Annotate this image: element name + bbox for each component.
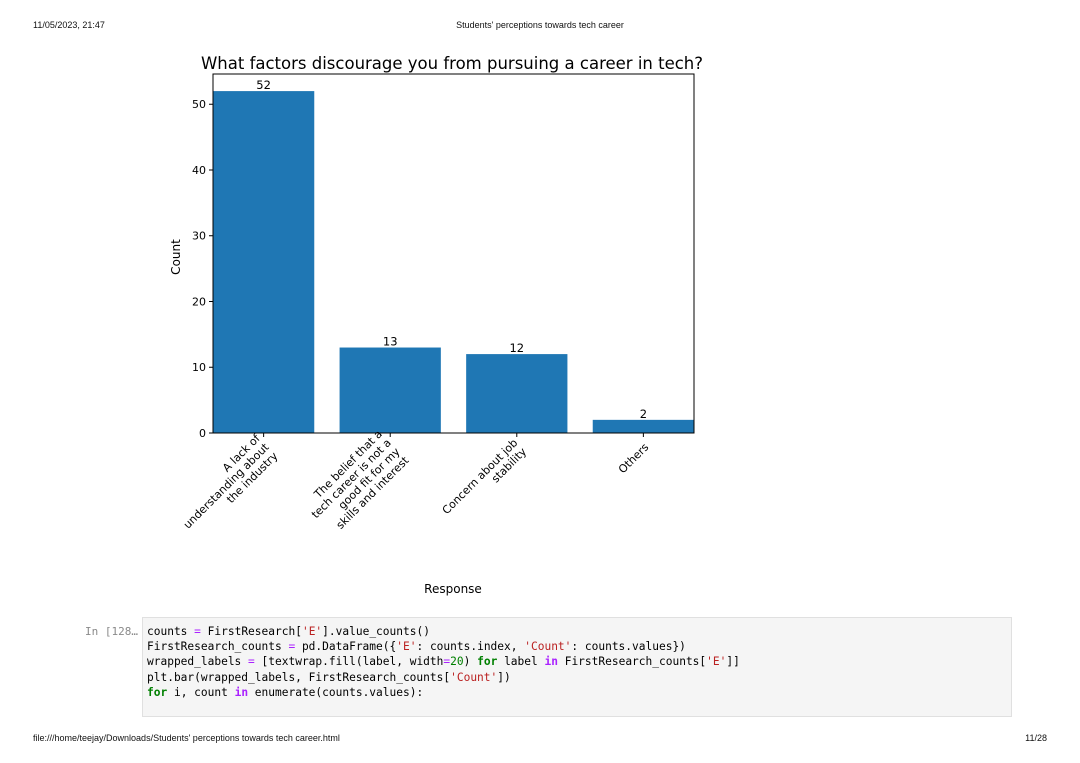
bar — [339, 347, 441, 433]
code-token: label — [497, 655, 545, 669]
code-line: counts = FirstResearch['E'].value_counts… — [147, 624, 1007, 639]
bar-data-label: 52 — [256, 78, 271, 92]
code-token: pd.DataFrame({ — [295, 640, 397, 654]
code-token: = — [248, 655, 255, 669]
footer-page: 11/28 — [1025, 733, 1047, 743]
bar — [466, 354, 568, 433]
code-token: = — [194, 625, 201, 638]
code-token: = — [288, 640, 296, 654]
x-tick-label-line: Concern about job — [440, 436, 521, 517]
y-tick-label: 0 — [199, 427, 206, 440]
code-token: in — [544, 655, 558, 669]
x-tick-label: Others — [616, 441, 652, 477]
y-tick-label: 50 — [192, 98, 206, 111]
code-token: enumerate(counts.values): — [248, 685, 424, 699]
code-line: plt.bar(wrapped_labels, FirstResearch_co… — [147, 670, 1007, 685]
code-token: ) — [463, 655, 478, 669]
y-axis-label: Count — [169, 239, 183, 275]
code-token: = — [443, 655, 451, 669]
code-token: FirstResearch_counts[ — [557, 655, 707, 669]
x-axis-label: Response — [424, 582, 482, 596]
header-doc-title: Students' perceptions towards tech caree… — [456, 20, 624, 30]
code-token: : counts.index, — [416, 640, 525, 654]
y-tick-label: 40 — [192, 164, 206, 177]
code-token: ]) — [497, 670, 511, 684]
code-token: ].value_counts() — [322, 625, 430, 638]
code-token: 'Count' — [450, 670, 498, 684]
code-token: counts — [147, 625, 195, 638]
code-token: 20 — [450, 655, 464, 669]
header-datetime: 11/05/2023, 21:47 — [33, 20, 105, 30]
code-token: FirstResearch[ — [200, 625, 302, 638]
x-tick-label-line: understanding about — [181, 440, 272, 531]
y-tick-label: 30 — [192, 230, 206, 243]
y-tick-label: 20 — [192, 295, 206, 308]
code-token: 'E' — [396, 640, 417, 654]
y-tick-label: 10 — [192, 361, 206, 374]
code-token: plt.bar(wrapped_labels, FirstResearch_co… — [147, 670, 451, 684]
x-tick-label-line: Others — [616, 441, 652, 477]
code-token: FirstResearch_counts — [147, 640, 289, 654]
code-token: for — [477, 655, 498, 669]
chart-title: What factors discourage you from pursuin… — [201, 54, 703, 73]
bar — [213, 91, 315, 433]
bar — [592, 419, 694, 433]
code-line: wrapped_labels = [textwrap.fill(label, w… — [147, 654, 1007, 669]
bar-data-label: 2 — [640, 407, 647, 421]
code-token: 'E' — [301, 625, 323, 638]
code-token: for — [147, 685, 168, 699]
code-line: for i, count in enumerate(counts.values)… — [147, 685, 1007, 700]
code-token: in — [234, 685, 249, 699]
code-token: 'E' — [706, 655, 727, 669]
code-line: FirstResearch_counts = pd.DataFrame({'E'… — [147, 639, 1007, 654]
footer-path: file:///home/teejay/Downloads/Students' … — [33, 733, 340, 743]
code-token: i, count — [167, 685, 235, 699]
code-cell[interactable]: counts = FirstResearch['E'].value_counts… — [142, 617, 1012, 717]
code-token: [textwrap.fill(label, width — [254, 655, 444, 669]
code-token: : counts.values}) — [571, 640, 686, 654]
bar-data-label: 13 — [383, 335, 398, 349]
cell-prompt: In [128… — [85, 625, 138, 638]
code-token: ]] — [726, 655, 740, 669]
code-token: 'Count' — [524, 640, 572, 654]
bar-chart: What factors discourage you from pursuin… — [169, 54, 703, 596]
bar-data-label: 12 — [509, 341, 524, 355]
code-token: wrapped_labels — [147, 655, 249, 669]
plot-frame — [212, 73, 695, 434]
